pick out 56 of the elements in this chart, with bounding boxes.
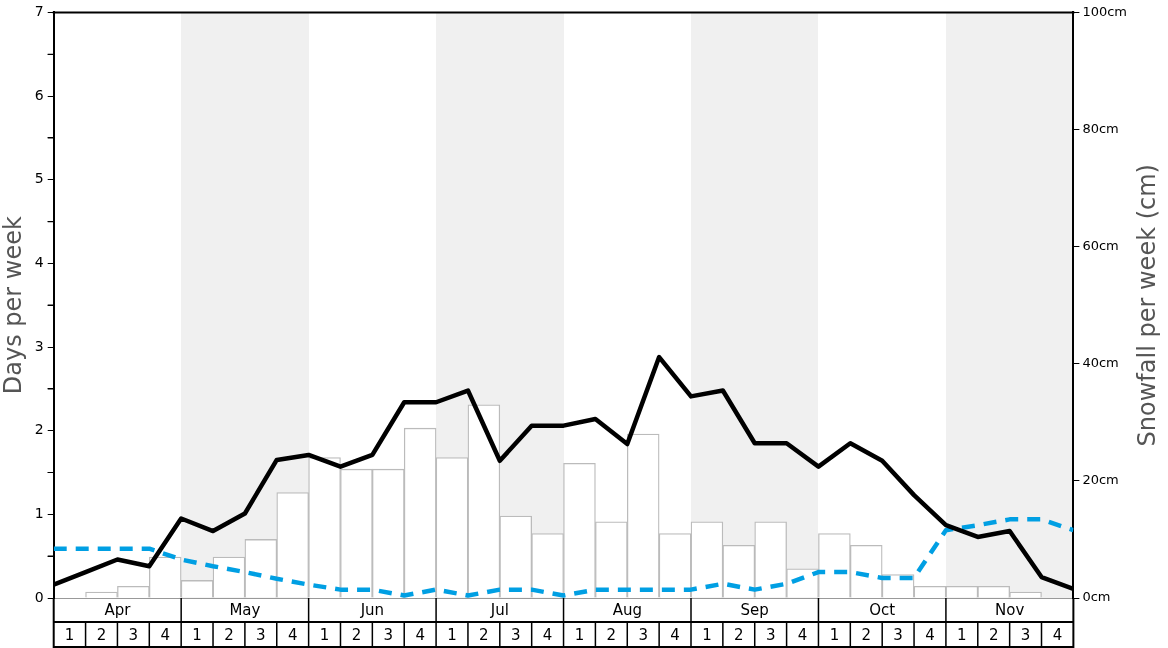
x-tick-label: 3 <box>893 625 903 644</box>
text: Jul <box>489 600 509 619</box>
y2-tick-label: 0cm <box>1082 589 1111 605</box>
y-tick-label: 1 <box>34 504 44 521</box>
x-tick-label: 4 <box>287 625 298 644</box>
y-axis-title: Days per week <box>0 216 27 395</box>
x-tick-label: 2 <box>861 625 872 644</box>
y2-tick-label: 20cm <box>1082 472 1119 488</box>
x-tick-label: 4 <box>797 625 808 644</box>
x-tick-label: 3 <box>1020 625 1031 644</box>
text: May <box>229 600 261 619</box>
y-tick-label: 0 <box>34 588 44 605</box>
x-tick-label: 2 <box>479 625 489 644</box>
text: Jun <box>359 600 385 619</box>
x-tick-label: 2 <box>351 625 362 644</box>
x-tick-label: 1 <box>319 625 330 644</box>
y-tick-label: 3 <box>34 337 44 354</box>
text: Apr <box>104 600 132 619</box>
x-tick-label: 2 <box>988 625 999 644</box>
x-tick-label: 3 <box>383 625 394 644</box>
x-tick-label: 3 <box>510 625 521 644</box>
y-tick-label: 6 <box>34 86 44 103</box>
x-tick-label: 2 <box>96 625 107 644</box>
y2-tick-label: 100cm <box>1082 3 1127 19</box>
y-tick-label: 5 <box>34 170 44 187</box>
x-tick-label: 3 <box>256 625 266 644</box>
y2-tick-label: 80cm <box>1082 120 1119 136</box>
y-tick-label: 7 <box>34 3 44 20</box>
x-tick-label: 1 <box>957 625 967 644</box>
x-tick-label: 3 <box>128 625 139 644</box>
x-tick-label: 4 <box>160 625 171 644</box>
x-tick-label: 3 <box>765 625 776 644</box>
x-tick-label: 1 <box>574 625 585 644</box>
x-tick-label: 4 <box>415 625 425 644</box>
x-tick-label: 1 <box>702 625 712 644</box>
x-tick-label: 3 <box>638 625 648 644</box>
x-tick-label: 2 <box>734 625 744 644</box>
x-tick-label: 1 <box>64 625 75 644</box>
x-tick-label: 1 <box>829 625 840 644</box>
x-tick-label: 1 <box>192 625 202 644</box>
x-tick-label: 2 <box>224 625 234 644</box>
y2-tick-label: 60cm <box>1082 238 1119 254</box>
x-tick-label: 4 <box>1052 625 1063 644</box>
x-tick-label: 4 <box>670 625 680 644</box>
x-tick-label: 2 <box>606 625 617 644</box>
y-tick-label: 4 <box>34 254 44 271</box>
text: Sep <box>740 600 769 619</box>
x-tick-label: 4 <box>925 625 935 644</box>
y2-tick-label: 40cm <box>1082 355 1119 371</box>
y-tick-label: 2 <box>34 421 44 438</box>
y2-axis-title: Snowfall per week (cm) <box>1133 164 1162 447</box>
x-tick-label: 1 <box>447 625 457 644</box>
text: Aug <box>612 600 642 619</box>
text: Oct <box>869 600 896 619</box>
x-tick-label: 4 <box>542 625 553 644</box>
text: Nov <box>995 600 1025 619</box>
